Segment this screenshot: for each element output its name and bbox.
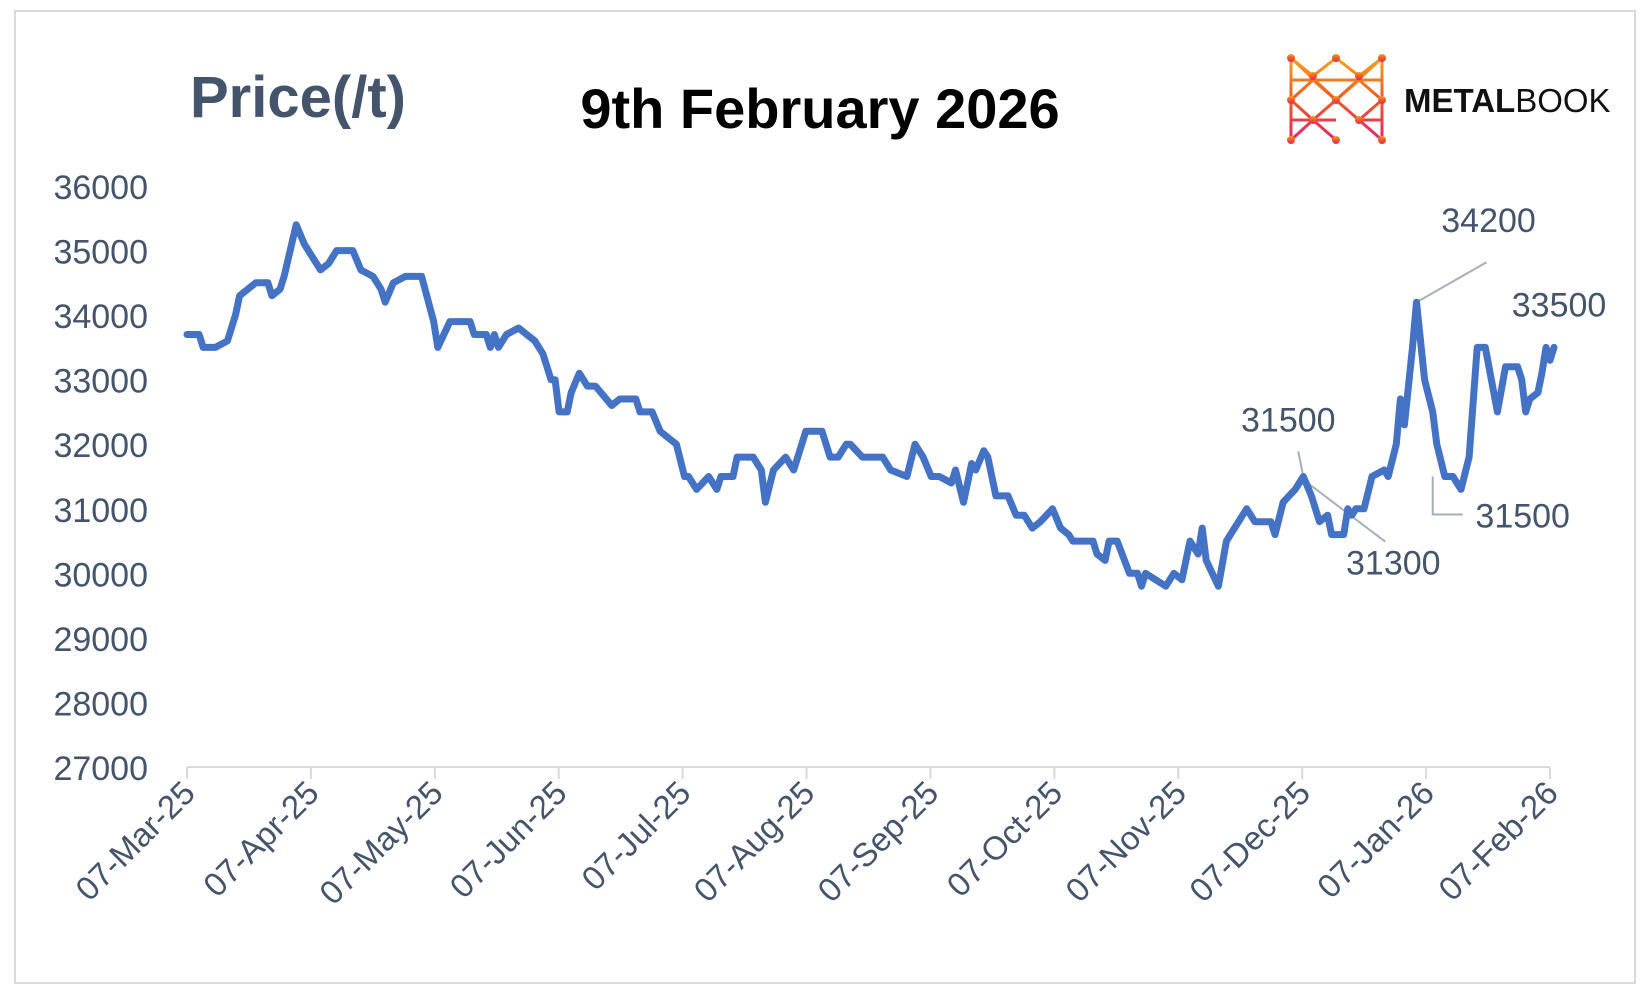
callout-leader-line [1297,451,1305,477]
x-tick-label: 07-May-25 [312,774,450,912]
y-tick-label: 28000 [53,685,148,723]
x-tick-label: 07-Sep-25 [810,774,945,909]
y-tick-label: 27000 [53,750,148,788]
x-tick-label: 07-Jan-26 [1310,774,1441,905]
y-tick-label: 31000 [53,492,148,530]
data-label: 33500 [1512,286,1607,324]
data-label: 31500 [1241,402,1336,440]
x-tick-label: 07-Jul-25 [574,774,697,897]
metalbook-logo-text: METALBOOK [1404,82,1611,119]
x-tick-label: 07-Nov-25 [1058,774,1193,909]
data-labels: 34200 33500 31500 31300 31500 [1241,202,1606,583]
x-tick-label: 07-Oct-25 [939,774,1069,904]
y-axis-ticks: 36000 35000 34000 33000 32000 31000 30000 29000… [53,169,148,788]
y-tick-label: 35000 [53,234,148,272]
x-tick-label: 07-Mar-25 [68,774,202,908]
metalbook-logo: METALBOOK [1287,54,1611,144]
y-tick-label: 29000 [53,621,148,659]
callout-leader-line [1431,476,1463,516]
callout-leader-line [1416,261,1488,304]
y-axis-title: Price(/t) [190,65,406,130]
x-tick-label: 07-Jun-25 [442,774,573,905]
x-tick-label: 07-Apr-25 [196,774,326,904]
chart-title: 9th February 2026 [580,77,1059,140]
y-tick-label: 32000 [53,427,148,465]
logo-text-bold: METAL [1404,82,1515,119]
x-tick-label: 07-Feb-26 [1431,774,1565,908]
data-label: 31500 [1475,498,1570,536]
y-tick-label: 30000 [53,556,148,594]
y-tick-label: 36000 [53,169,148,207]
x-tick-label: 07-Aug-25 [686,774,821,909]
price-series-line [183,221,1558,590]
data-label: 34200 [1441,202,1536,240]
data-label: 31300 [1346,545,1441,583]
y-tick-label: 34000 [53,298,148,336]
metalbook-logo-icon [1287,54,1386,144]
logo-text-light: BOOK [1515,82,1610,119]
y-tick-label: 33000 [53,363,148,401]
x-tick-label: 07-Dec-25 [1182,774,1317,909]
